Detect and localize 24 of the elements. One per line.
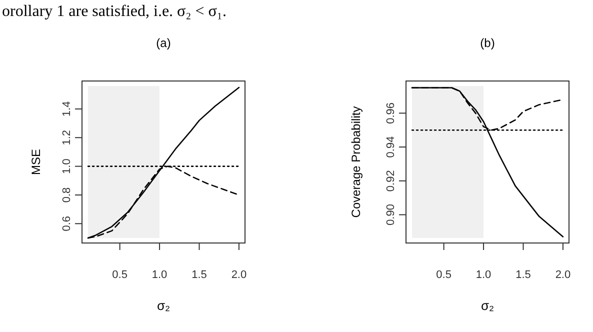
y-tick-label: 0.90 (385, 204, 397, 226)
y-tick-label: 0.92 (385, 170, 397, 192)
text: orollary 1 are satisfied, i.e. σ₂ < σ₁. (2, 3, 226, 20)
y-tick-label: 1.0 (61, 158, 73, 174)
x-axis-title: σ₂ (156, 298, 170, 313)
chart-title: (a) (156, 36, 171, 50)
x-tick-label: 1.0 (476, 269, 492, 281)
y-axis-title: MSE (29, 148, 43, 176)
x-axis-title: σ₂ (480, 298, 494, 313)
y-tick-label: 1.2 (61, 130, 73, 146)
y-tick-label: 0.8 (61, 187, 73, 203)
x-tick-label: 0.5 (112, 269, 128, 281)
y-tick-label: 0.96 (385, 102, 397, 124)
y-tick-label: 0.94 (385, 136, 397, 158)
x-tick-label: 2.0 (555, 269, 571, 281)
x-tick-label: 0.5 (436, 269, 452, 281)
y-tick-label: 0.6 (61, 216, 73, 232)
y-axis-title: Coverage Probability (349, 106, 363, 218)
x-tick-label: 1.5 (516, 269, 531, 281)
y-tick-label: 1.4 (61, 101, 73, 117)
x-tick-label: 1.0 (152, 269, 168, 281)
chart-title: (b) (480, 36, 495, 50)
x-tick-label: 1.5 (192, 269, 207, 281)
x-tick-label: 2.0 (231, 269, 247, 281)
